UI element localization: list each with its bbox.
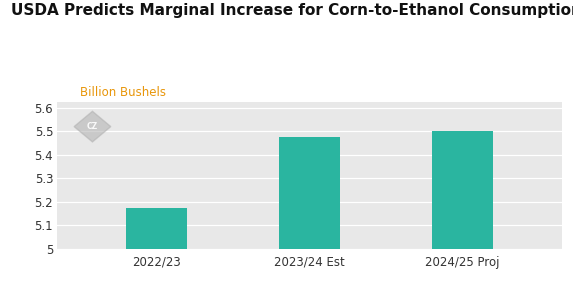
Text: Billion Bushels: Billion Bushels <box>80 86 166 99</box>
Polygon shape <box>74 111 111 142</box>
Text: CZ: CZ <box>87 122 98 131</box>
Bar <box>126 208 187 249</box>
Text: USDA Predicts Marginal Increase for Corn-to-Ethanol Consumption: USDA Predicts Marginal Increase for Corn… <box>11 3 573 18</box>
Bar <box>279 137 340 249</box>
Bar <box>431 131 493 249</box>
